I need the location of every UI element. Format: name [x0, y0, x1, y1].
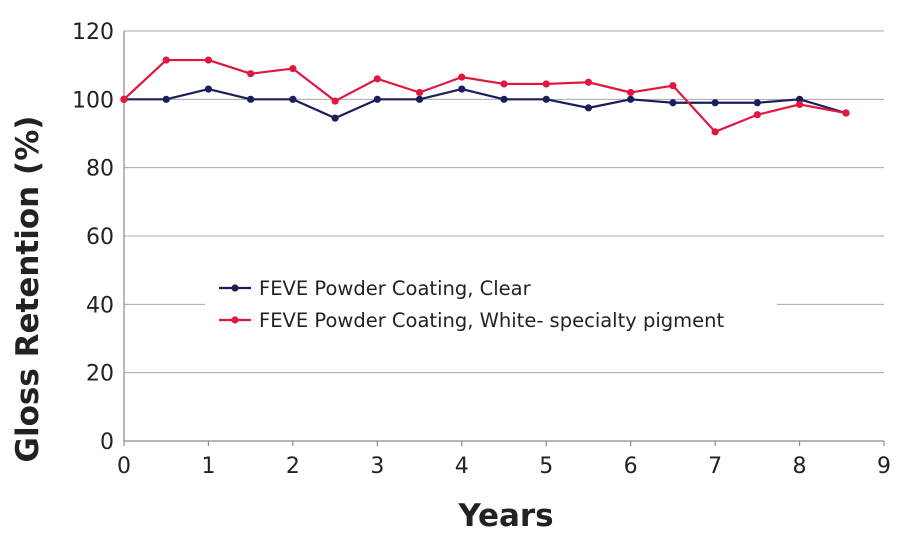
data-point — [204, 56, 213, 64]
data-point — [162, 95, 170, 103]
data-point — [627, 95, 635, 103]
data-point — [247, 70, 255, 78]
y-tick-label: 20 — [86, 362, 114, 387]
data-point — [204, 85, 213, 93]
data-point — [753, 111, 761, 119]
series-line-2 — [123, 58, 847, 133]
data-point — [711, 128, 719, 136]
data-point — [331, 114, 339, 122]
data-point — [711, 99, 719, 107]
data-point — [795, 100, 804, 109]
x-tick-label: 2 — [286, 454, 300, 479]
data-point — [500, 95, 508, 103]
data-point — [458, 85, 466, 93]
y-tick-label: 60 — [86, 225, 114, 250]
axes: 0 20 40 60 80 100 120 0 1 2 3 4 5 6 7 8 9 — [72, 20, 891, 479]
data-point — [289, 64, 297, 73]
x-tick-label: 9 — [877, 454, 891, 479]
data-point — [584, 78, 593, 86]
y-axis-title: Gloss Retention (%) — [10, 116, 46, 463]
legend-swatch-marker — [231, 316, 239, 324]
data-point — [373, 75, 381, 83]
data-point — [247, 95, 255, 103]
data-point — [415, 88, 424, 97]
data-point — [753, 99, 761, 107]
legend: FEVE Powder Coating, Clear FEVE Powder Co… — [205, 270, 777, 336]
y-tick-label: 120 — [72, 20, 114, 45]
x-tick-label: 3 — [370, 454, 384, 479]
x-axis-title: Years — [457, 498, 553, 534]
data-point — [542, 80, 550, 88]
data-point — [120, 95, 128, 103]
data-point — [842, 109, 850, 117]
y-tick-label: 40 — [86, 293, 114, 318]
data-point — [500, 80, 508, 88]
data-point — [331, 97, 339, 105]
data-point — [669, 82, 677, 90]
data-point — [627, 88, 635, 97]
data-point — [669, 99, 677, 107]
x-tick-label: 6 — [624, 454, 638, 479]
series-group — [120, 56, 850, 136]
data-point — [795, 95, 804, 103]
data-point — [458, 73, 466, 81]
x-tick-label: 0 — [117, 454, 131, 479]
data-point — [542, 95, 550, 103]
x-tick-label: 5 — [539, 454, 553, 479]
x-tick-label: 8 — [793, 454, 807, 479]
y-tick-label: 0 — [100, 430, 114, 455]
x-tick-label: 7 — [708, 454, 722, 479]
data-point — [289, 95, 297, 103]
legend-background — [205, 270, 777, 336]
legend-entry-label: FEVE Powder Coating, Clear — [259, 277, 532, 300]
data-point — [162, 56, 170, 64]
data-point — [415, 95, 424, 103]
data-point — [584, 104, 593, 112]
y-tick-label: 100 — [72, 88, 114, 113]
series-line-1 — [124, 87, 847, 120]
y-tick-label: 80 — [86, 157, 114, 182]
legend-entry-label: FEVE Powder Coating, White- specialty pi… — [259, 309, 725, 332]
legend-swatch-marker — [231, 284, 239, 292]
data-point — [373, 95, 381, 103]
x-tick-label: 1 — [201, 454, 215, 479]
x-tick-label: 4 — [455, 454, 469, 479]
